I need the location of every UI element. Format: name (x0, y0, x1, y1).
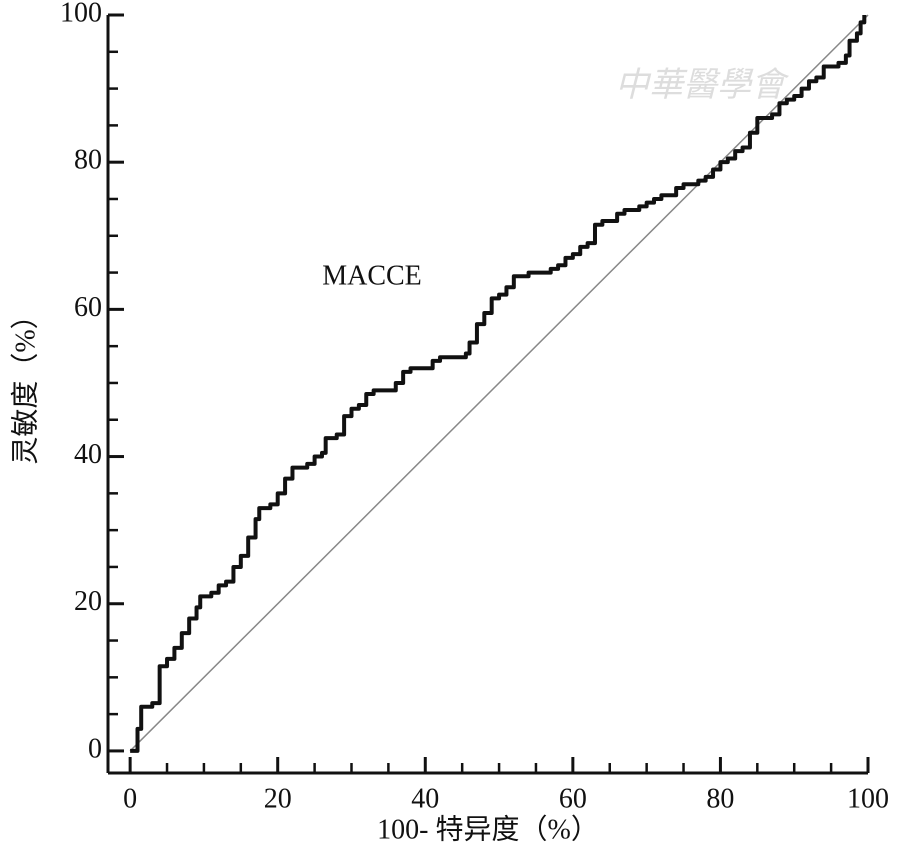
line (129, 14, 869, 752)
watermark: 中華醫學會 (615, 67, 790, 104)
x-tick-label: 40 (411, 783, 439, 814)
y-axis-label: 灵敏度（%） (9, 301, 41, 464)
x-axis-label: 100- 特异度（%） (377, 813, 599, 845)
y-tick-label: 60 (74, 292, 102, 323)
y-tick-label: 80 (74, 145, 102, 176)
y-tick-label: 40 (74, 439, 102, 470)
y-tick-label: 100 (60, 0, 102, 28)
x-tick-label: 100 (847, 783, 889, 814)
y-tick-label: 0 (88, 733, 102, 764)
x-tick-label: 0 (123, 783, 137, 814)
x-tick-label: 80 (706, 783, 734, 814)
line (130, 15, 867, 753)
x-tick-label: 20 (264, 783, 292, 814)
x-tick-label: 60 (559, 783, 587, 814)
annotation: MACCE (322, 260, 422, 291)
y-tick-label: 20 (74, 586, 102, 617)
